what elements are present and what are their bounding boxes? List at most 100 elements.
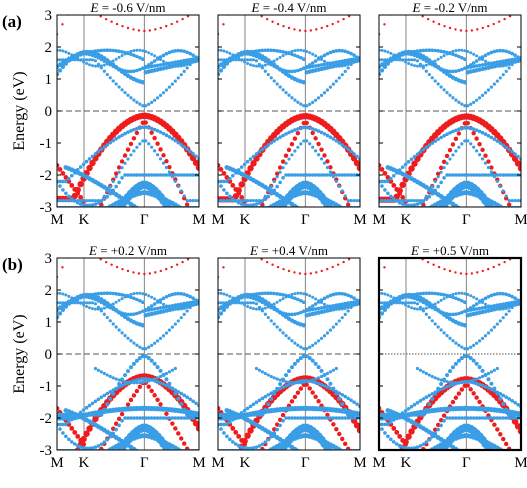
band-point	[424, 371, 428, 376]
band-point	[475, 98, 479, 102]
band-point	[349, 57, 353, 62]
band-point	[322, 132, 327, 136]
band-point	[164, 51, 169, 56]
band-point	[93, 292, 98, 296]
band-point	[489, 50, 494, 55]
band-point	[161, 373, 166, 377]
band-point	[72, 451, 77, 456]
band-point	[104, 260, 108, 264]
band-point	[188, 149, 192, 154]
band-point	[395, 199, 399, 203]
band-point	[67, 199, 71, 203]
band-point	[421, 202, 426, 207]
band-point	[471, 304, 476, 308]
band-point	[328, 50, 333, 55]
band-point	[257, 451, 261, 455]
band-point	[128, 397, 134, 403]
band-point	[254, 202, 259, 206]
band-point	[492, 303, 497, 308]
band-point	[448, 26, 452, 30]
band-point	[164, 383, 169, 388]
band-point	[234, 55, 238, 59]
band-point	[158, 306, 163, 310]
band-point	[437, 22, 441, 26]
band-point	[84, 405, 89, 410]
band-point	[78, 53, 83, 57]
band-point	[277, 165, 283, 170]
band-point	[394, 7, 396, 9]
band-point	[85, 61, 89, 65]
band-point	[82, 301, 86, 305]
band-point	[167, 385, 172, 389]
band-point	[64, 199, 68, 203]
band-point	[317, 299, 321, 303]
band-point	[383, 58, 387, 62]
band-point	[451, 339, 455, 343]
band-point	[149, 64, 154, 69]
band-point	[105, 315, 109, 320]
band-point	[334, 322, 338, 326]
band-point	[421, 442, 426, 447]
band-point	[474, 395, 479, 400]
band-point	[392, 58, 396, 62]
band-point	[185, 147, 189, 151]
band-point	[219, 179, 223, 184]
band-point	[132, 28, 135, 31]
band-point	[179, 73, 183, 77]
band-point	[61, 301, 65, 305]
band-point	[489, 305, 493, 309]
band-point	[311, 100, 315, 104]
band-point	[58, 0, 63, 2]
band-point	[457, 54, 461, 59]
band-point	[111, 388, 116, 392]
band-point	[436, 184, 440, 189]
band-point	[477, 306, 482, 311]
band-point	[383, 304, 387, 309]
band-point	[392, 301, 396, 305]
band-point	[131, 393, 137, 398]
band-point	[293, 173, 297, 177]
band-point	[281, 133, 285, 138]
band-point	[257, 208, 261, 212]
band-point	[284, 373, 289, 378]
band-point	[287, 269, 291, 273]
band-point	[96, 368, 101, 372]
band-point	[156, 56, 160, 60]
band-point	[453, 361, 458, 366]
band-point	[272, 291, 277, 296]
band-point	[463, 139, 467, 143]
band-point	[343, 441, 348, 447]
band-point	[191, 296, 195, 301]
band-point	[123, 131, 127, 136]
band-point	[379, 167, 385, 172]
band-point	[316, 63, 321, 68]
band-point	[146, 416, 151, 420]
band-point	[392, 296, 396, 300]
band-point	[135, 100, 139, 104]
band-point	[242, 203, 247, 207]
band-point	[272, 188, 277, 193]
band-point	[295, 205, 300, 207]
bands	[57, 15, 199, 207]
band-point	[245, 203, 250, 207]
band-point	[355, 301, 359, 305]
band-point	[254, 64, 258, 68]
band-point	[430, 374, 434, 379]
band-point	[456, 131, 462, 136]
band-point	[195, 425, 199, 432]
y-tick-label: -1	[40, 379, 53, 395]
band-point	[492, 82, 496, 86]
band-point	[117, 292, 121, 297]
band-point	[290, 52, 294, 57]
band-point	[60, 307, 66, 313]
band-point	[274, 422, 280, 427]
band-point	[147, 345, 151, 349]
band-point	[301, 300, 306, 305]
band-point	[61, 431, 65, 435]
band-point	[176, 396, 181, 401]
band-point	[143, 308, 148, 313]
band-point	[486, 416, 491, 420]
title-value: = +0.2 V/nm	[97, 243, 167, 258]
band-point	[152, 393, 157, 398]
